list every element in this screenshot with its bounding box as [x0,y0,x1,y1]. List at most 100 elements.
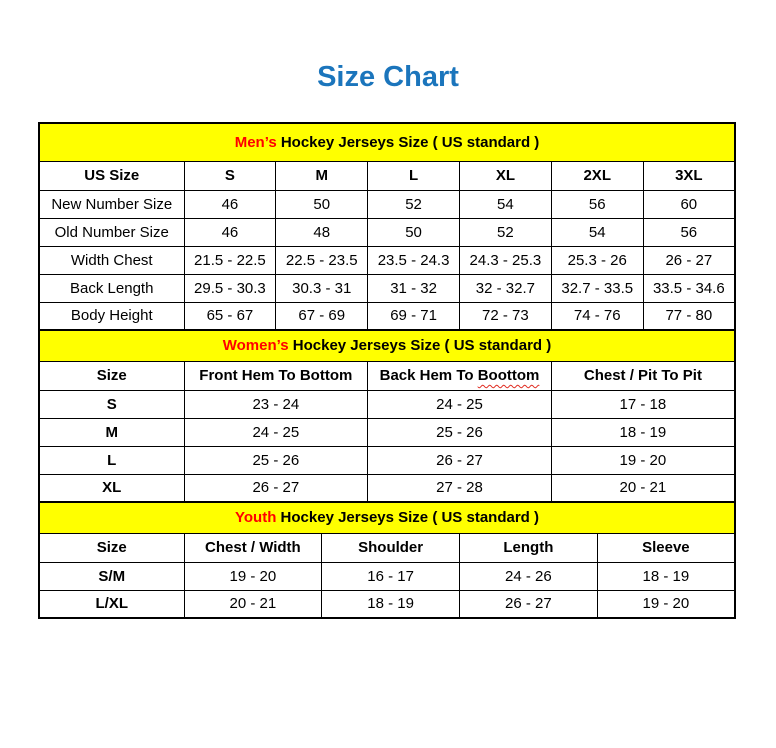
mens-row-label: Body Height [38,301,185,331]
womens-value-cell: 17 - 18 [550,389,736,419]
mens-value-cell: 65 - 67 [183,301,277,331]
mens-row-label: Back Length [38,273,185,303]
mens-value-cell: 30.3 - 31 [275,273,369,303]
mens-data-row: New Number Size 46 50 52 54 56 60 [38,189,736,219]
youth-header-cell: Chest / Width [183,532,323,563]
youth-value-cell: 16 - 17 [321,561,460,591]
womens-value-cell: 23 - 24 [183,389,369,419]
mens-value-cell: 54 [550,217,644,247]
mens-value-cell: 67 - 69 [275,301,369,331]
mens-value-cell: 29.5 - 30.3 [183,273,277,303]
womens-row-label: M [38,417,185,447]
mens-header-row: US Size S M L XL 2XL 3XL [38,160,736,191]
youth-value-cell: 19 - 20 [183,561,323,591]
mens-value-cell: 56 [550,189,644,219]
womens-row-label: S [38,389,185,419]
page-title: Size Chart [317,61,459,93]
mens-value-cell: 48 [275,217,369,247]
womens-value-cell: 26 - 27 [367,445,552,475]
womens-data-row: S 23 - 24 24 - 25 17 - 18 [38,389,736,419]
mens-value-cell: 26 - 27 [642,245,736,275]
youth-header-cell: Sleeve [596,532,736,563]
mens-value-cell: 60 [642,189,736,219]
mens-value-cell: 31 - 32 [367,273,460,303]
womens-value-cell: 24 - 25 [183,417,369,447]
youth-value-cell: 19 - 20 [596,589,736,619]
mens-value-cell: 25.3 - 26 [550,245,644,275]
mens-header-cell: M [275,160,369,191]
mens-value-cell: 50 [367,217,460,247]
womens-header-cell: Back Hem To Boottom [367,360,552,391]
womens-header-cell: Size [38,360,185,391]
mens-row-label: Old Number Size [38,217,185,247]
mens-value-cell: 46 [183,189,277,219]
youth-size-table: Youth Hockey Jerseys Size ( US standard … [38,501,736,619]
mens-data-row: Old Number Size 46 48 50 52 54 56 [38,217,736,247]
womens-data-row: L 25 - 26 26 - 27 19 - 20 [38,445,736,475]
misspelled-word: Boottom [477,367,540,384]
mens-header-cell: US Size [38,160,185,191]
womens-header-cell: Front Hem To Bottom [183,360,369,391]
youth-value-cell: 18 - 19 [596,561,736,591]
mens-value-cell: 72 - 73 [458,301,552,331]
womens-value-cell: 20 - 21 [550,473,736,503]
mens-value-cell: 77 - 80 [642,301,736,331]
mens-data-row: Width Chest 21.5 - 22.5 22.5 - 23.5 23.5 - … [38,245,736,275]
youth-banner-row: Youth Hockey Jerseys Size ( US standard … [38,501,736,534]
mens-value-cell: 23.5 - 24.3 [367,245,460,275]
youth-value-cell: 26 - 27 [459,589,598,619]
womens-value-cell: 27 - 28 [367,473,552,503]
mens-value-cell: 56 [642,217,736,247]
mens-data-row: Body Height 65 - 67 67 - 69 69 - 71 72 - 73 7… [38,301,736,331]
youth-header-cell: Length [459,532,598,563]
mens-size-table: Men’s Hockey Jerseys Size ( US standard … [38,122,736,331]
mens-row-label: Width Chest [38,245,185,275]
youth-value-cell: 18 - 19 [321,589,460,619]
womens-row-label: L [38,445,185,475]
youth-header-cell: Size [38,532,185,563]
womens-data-row: XL 26 - 27 27 - 28 20 - 21 [38,473,736,503]
mens-value-cell: 69 - 71 [367,301,460,331]
womens-banner-highlight: Women’s [222,337,289,355]
womens-value-cell: 24 - 25 [367,389,552,419]
womens-value-cell: 25 - 26 [367,417,552,447]
womens-header-cell: Chest / Pit To Pit [550,360,736,391]
mens-header-cell: L [367,160,460,191]
mens-banner-row: Men’s Hockey Jerseys Size ( US standard … [38,122,736,162]
mens-value-cell: 24.3 - 25.3 [458,245,552,275]
womens-value-cell: 19 - 20 [550,445,736,475]
womens-banner-row: Women’s Hockey Jerseys Size ( US standar… [38,329,736,362]
mens-value-cell: 74 - 76 [550,301,644,331]
mens-value-cell: 33.5 - 34.6 [642,273,736,303]
youth-row-label: S/M [38,561,185,591]
mens-header-cell: XL [458,160,552,191]
youth-banner-title: Youth Hockey Jerseys Size ( US standard … [38,501,736,534]
womens-value-cell: 25 - 26 [183,445,369,475]
mens-value-cell: 32 - 32.7 [458,273,552,303]
womens-value-cell: 26 - 27 [183,473,369,503]
youth-data-row: L/XL 20 - 21 18 - 19 26 - 27 19 - 20 [38,589,736,619]
mens-value-cell: 52 [367,189,460,219]
youth-row-label: L/XL [38,589,185,619]
womens-header-row: Size Front Hem To Bottom Back Hem To Boott… [38,360,736,391]
youth-value-cell: 24 - 26 [459,561,598,591]
mens-header-cell: S [183,160,277,191]
mens-value-cell: 46 [183,217,277,247]
mens-value-cell: 54 [458,189,552,219]
mens-row-label: New Number Size [38,189,185,219]
youth-header-cell: Shoulder [321,532,460,563]
womens-data-row: M 24 - 25 25 - 26 18 - 19 [38,417,736,447]
mens-banner-title: Men’s Hockey Jerseys Size ( US standard … [38,122,736,162]
mens-value-cell: 52 [458,217,552,247]
youth-value-cell: 20 - 21 [183,589,323,619]
youth-data-row: S/M 19 - 20 16 - 17 24 - 26 18 - 19 [38,561,736,591]
mens-data-row: Back Length 29.5 - 30.3 30.3 - 31 31 - 32 32… [38,273,736,303]
mens-banner-highlight: Men’s [234,133,277,151]
mens-value-cell: 32.7 - 33.5 [550,273,644,303]
mens-header-cell: 2XL [550,160,644,191]
mens-value-cell: 21.5 - 22.5 [183,245,277,275]
youth-banner-highlight: Youth [235,509,277,527]
youth-header-row: Size Chest / Width Shoulder Length Sleeve [38,532,736,563]
mens-value-cell: 22.5 - 23.5 [275,245,369,275]
womens-row-label: XL [38,473,185,503]
